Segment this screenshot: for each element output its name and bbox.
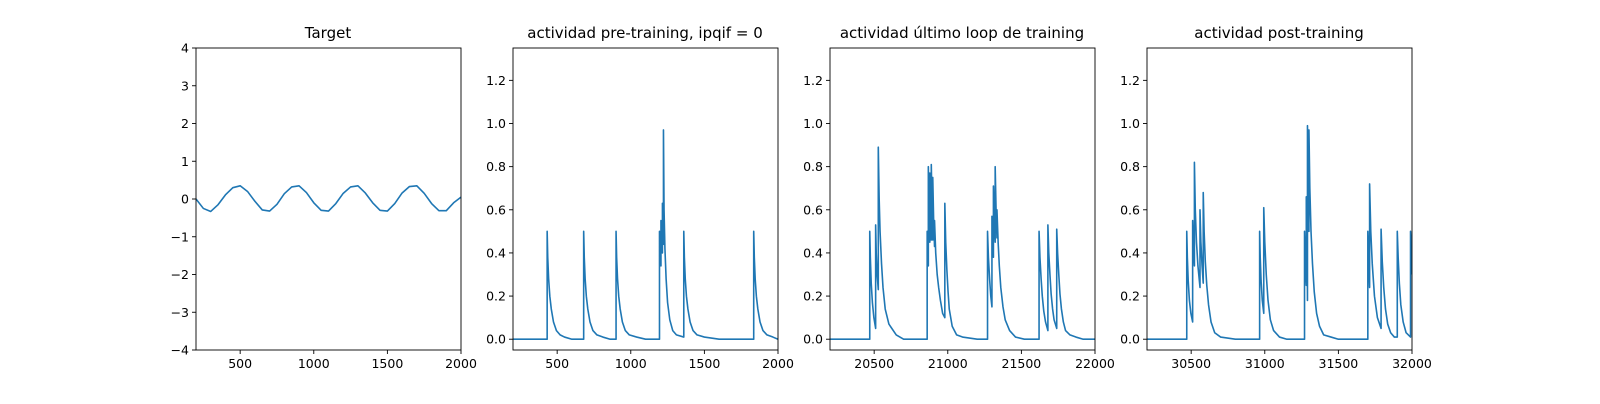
panel-pre-training: actividad pre-training, ipqif = 0 500 100… [486,24,794,371]
y-tick-label: 0.2 [486,289,506,304]
y-tick-label: 1.2 [803,73,823,88]
y-tick-label: 0.0 [486,332,506,347]
axes-frame [195,47,462,351]
y-tick-label: 0.6 [803,202,823,217]
y-tick-label: 4 [181,41,189,56]
y-tick-label: 0.2 [1120,289,1140,304]
y-tick-label: 3 [181,78,189,93]
x-tick-label: 22000 [1075,356,1115,371]
y-tick-label: 0.8 [486,159,506,174]
x-tick-label: 2000 [762,356,794,371]
y-tick-label: 0.4 [1120,245,1140,260]
y-tick-label: 0 [181,192,189,207]
x-tick-label: 20500 [854,356,894,371]
y-tick-label: 1.0 [803,116,823,131]
y-tick-label: 0.8 [803,159,823,174]
y-tick-label: 0.0 [803,332,823,347]
x-tick-label: 1000 [298,356,330,371]
x-tick-label: 1000 [615,356,647,371]
x-tick-label: 32000 [1392,356,1432,371]
axes-frame [512,47,779,351]
series-line [513,129,778,341]
axes-frame [829,47,1096,351]
x-tick-label: 31000 [1245,356,1285,371]
y-tick-label: 1.2 [1120,73,1140,88]
x-tick-label: 2000 [445,356,477,371]
y-tick-label: 0.4 [803,245,823,260]
panel-target: Target 500 1000 1500 2000 −4 −3 −2 −1 0 1 2 3 4 [171,24,477,371]
y-tick-label: 1 [181,154,189,169]
panel-title: actividad pre-training, ipqif = 0 [527,24,763,42]
x-tick-label: 21000 [928,356,968,371]
panel-title: actividad post-training [1194,24,1363,42]
y-tick-label: 2 [181,116,189,131]
series-line [196,184,461,213]
y-tick-label: 1.0 [1120,116,1140,131]
y-tick-label: −2 [171,267,189,282]
y-tick-label: −4 [171,343,189,358]
x-tick-label: 30500 [1171,356,1211,371]
panel-post-training: actividad post-training 30500 31000 31500 3… [1120,24,1432,371]
panel-title: actividad último loop de training [840,24,1084,42]
x-tick-label: 31500 [1319,356,1359,371]
x-tick-label: 1500 [688,356,720,371]
x-tick-label: 21500 [1002,356,1042,371]
panel-title: Target [304,24,352,42]
y-tick-label: 1.2 [486,73,506,88]
panel-last-training-loop: actividad último loop de training 20500 2… [803,24,1115,371]
y-tick-label: −1 [171,229,189,244]
x-tick-label: 500 [545,356,569,371]
axes-frame [1146,47,1413,351]
series-line [830,146,1095,341]
y-tick-label: −3 [171,305,189,320]
y-tick-label: 0.0 [1120,332,1140,347]
y-tick-label: 0.4 [486,245,506,260]
y-tick-label: 0.2 [803,289,823,304]
series-line [1147,124,1412,341]
x-tick-label: 1500 [371,356,403,371]
y-tick-label: 0.6 [486,202,506,217]
y-tick-label: 0.8 [1120,159,1140,174]
y-tick-label: 1.0 [486,116,506,131]
y-tick-label: 0.6 [1120,202,1140,217]
x-tick-label: 500 [228,356,252,371]
